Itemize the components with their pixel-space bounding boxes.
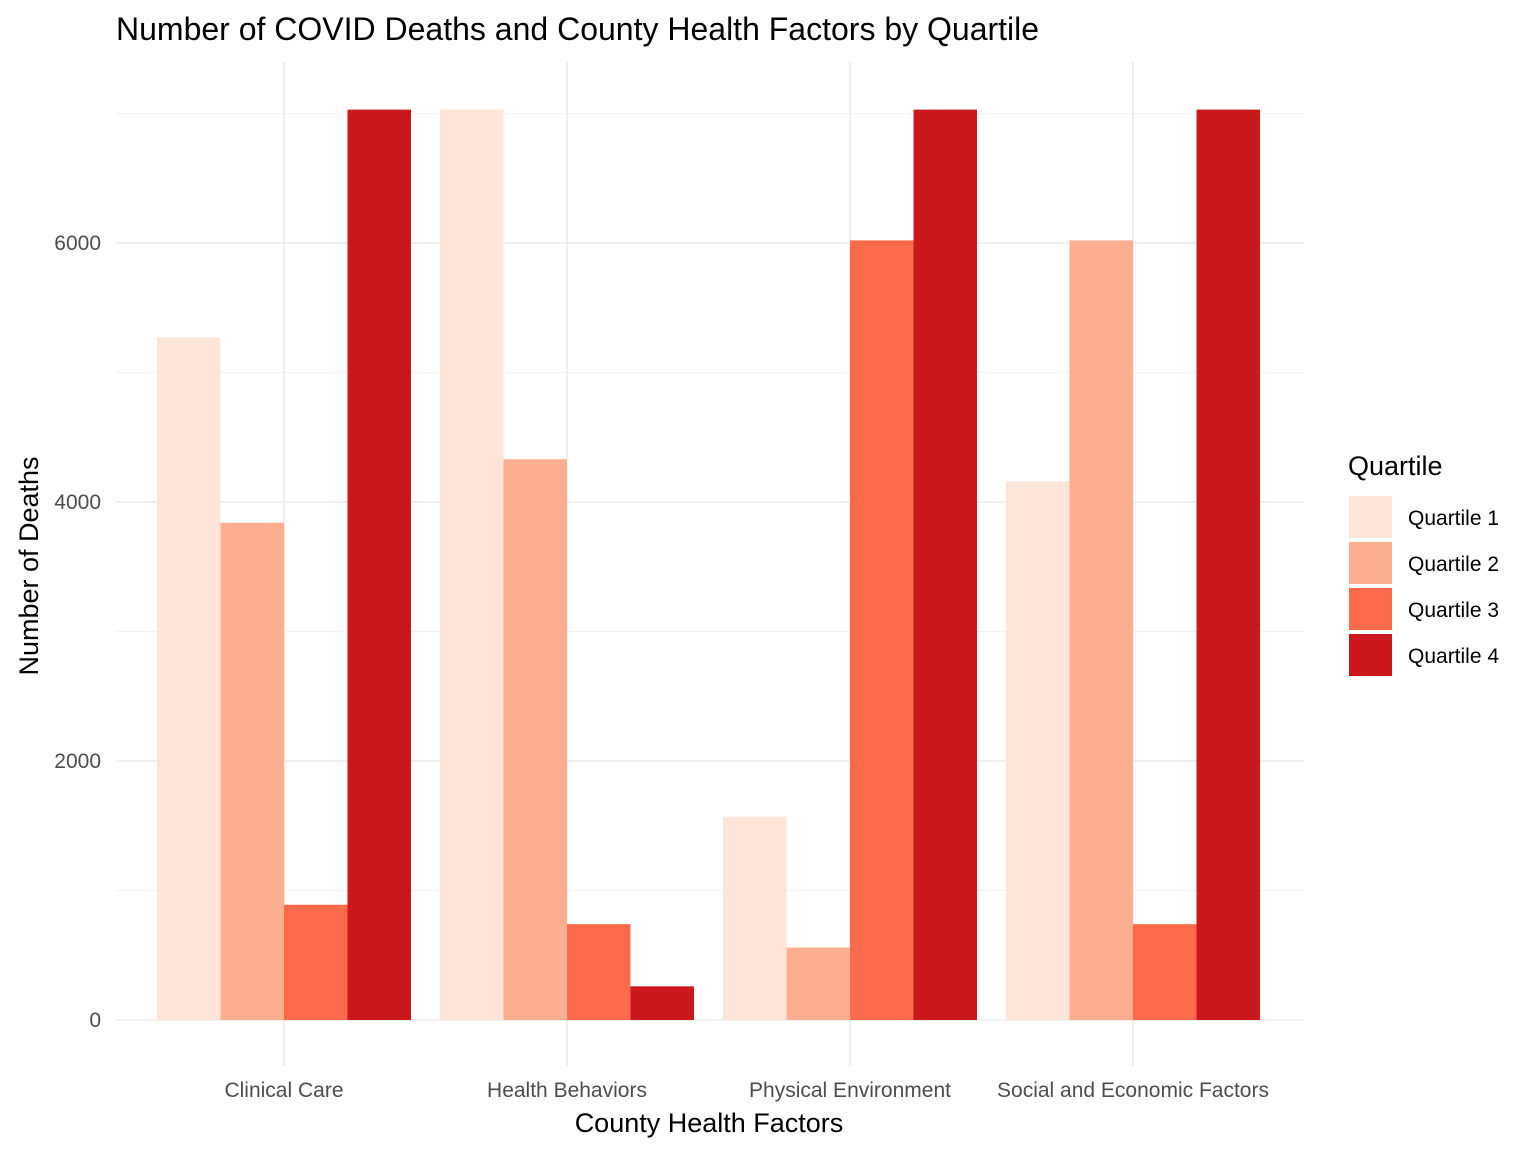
bar — [913, 109, 977, 1021]
legend-items: Quartile 1 Quartile 2 Quartile 3 Quartile 4 — [1349, 496, 1499, 676]
legend-label: Quartile 3 — [1408, 599, 1499, 622]
bar — [440, 109, 504, 1021]
y-tick-label: 0 — [89, 1009, 101, 1032]
legend-swatch — [1349, 634, 1392, 676]
legend-swatch — [1349, 588, 1392, 630]
bar — [1069, 240, 1133, 1020]
y-axis-title: Number of Deaths — [14, 456, 44, 675]
y-tick-label: 4000 — [54, 491, 101, 514]
x-axis-ticks: Clinical Care Health Behaviors Physical En… — [224, 1079, 1269, 1102]
x-tick-label: Clinical Care — [224, 1079, 343, 1102]
legend-label: Quartile 2 — [1408, 553, 1499, 576]
x-tick-label: Social and Economic Factors — [997, 1079, 1269, 1102]
bar — [503, 459, 567, 1020]
bar — [723, 816, 787, 1020]
legend-label: Quartile 4 — [1408, 645, 1499, 668]
x-tick-label: Physical Environment — [749, 1079, 951, 1102]
y-axis-ticks: 0 2000 4000 6000 — [54, 232, 101, 1032]
legend-label: Quartile 1 — [1408, 507, 1499, 530]
x-axis-title: County Health Factors — [575, 1108, 844, 1138]
bar — [630, 986, 694, 1020]
bar — [1196, 109, 1260, 1021]
x-tick-label: Health Behaviors — [487, 1079, 647, 1102]
legend-swatch — [1349, 496, 1392, 538]
bar — [347, 109, 411, 1021]
legend-swatch — [1349, 542, 1392, 584]
bar — [220, 522, 284, 1020]
bar — [1006, 481, 1070, 1020]
bar — [157, 337, 221, 1020]
legend-title: Quartile — [1348, 451, 1443, 481]
bar — [1133, 924, 1197, 1020]
bars — [157, 109, 1260, 1021]
bar — [567, 924, 631, 1020]
chart-title: Number of COVID Deaths and County Health… — [116, 11, 1039, 47]
bar — [284, 904, 348, 1020]
y-tick-label: 2000 — [54, 750, 101, 773]
y-tick-label: 6000 — [54, 232, 101, 255]
bar — [850, 240, 914, 1020]
bar — [786, 947, 850, 1020]
